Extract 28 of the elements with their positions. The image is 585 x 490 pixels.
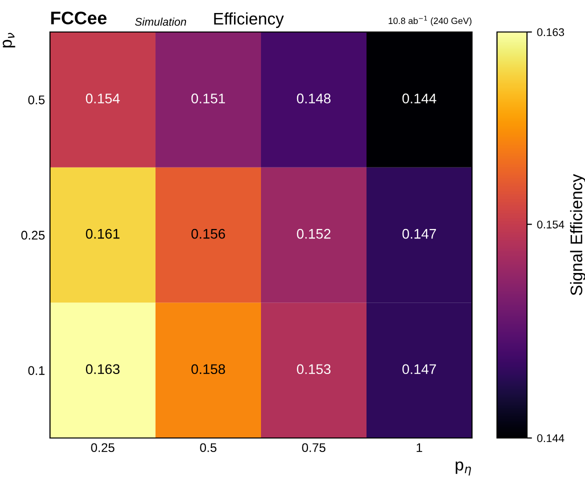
data-label: 0.144 bbox=[402, 94, 436, 104]
data-label: 0.158 bbox=[191, 364, 226, 374]
x-tick-label: 0.75 bbox=[302, 443, 326, 452]
x-tick-label: 0.25 bbox=[91, 443, 114, 452]
chart-title: FCCee bbox=[51, 12, 107, 24]
x-tick-label: 0.5 bbox=[200, 443, 216, 452]
x-axis-title: p$_{η}$ bbox=[456, 461, 471, 476]
data-label: 0.153 bbox=[296, 364, 331, 374]
y-axis-title: p$_{ν}$ bbox=[2, 32, 16, 48]
color-bar-label: 0.144 bbox=[537, 434, 564, 442]
chart-subtitle: Simulation bbox=[135, 18, 186, 26]
text: 10.8 ab$^{−1}$ (240 GeV) bbox=[388, 16, 472, 26]
y-tick-label: 0.25 bbox=[21, 230, 45, 240]
data-label: 0.156 bbox=[191, 228, 226, 239]
data-label: 0.147 bbox=[402, 228, 436, 239]
data-label: 0.161 bbox=[86, 228, 120, 239]
text: Efficiency bbox=[214, 12, 284, 28]
x-tick-label: 1 bbox=[416, 443, 422, 452]
data-label: 0.163 bbox=[86, 364, 120, 374]
y-tick-label: 0.5 bbox=[28, 95, 45, 104]
data-label: 0.154 bbox=[86, 94, 120, 104]
data-label: 0.152 bbox=[296, 228, 330, 239]
color-bar-label: 0.163 bbox=[537, 28, 564, 36]
data-label: 0.148 bbox=[296, 94, 331, 104]
data-label: 0.147 bbox=[402, 364, 436, 374]
data-label: 0.151 bbox=[191, 94, 225, 104]
y-tick-label: 0.1 bbox=[28, 366, 45, 375]
color-bar-label: 0.154 bbox=[537, 220, 564, 228]
